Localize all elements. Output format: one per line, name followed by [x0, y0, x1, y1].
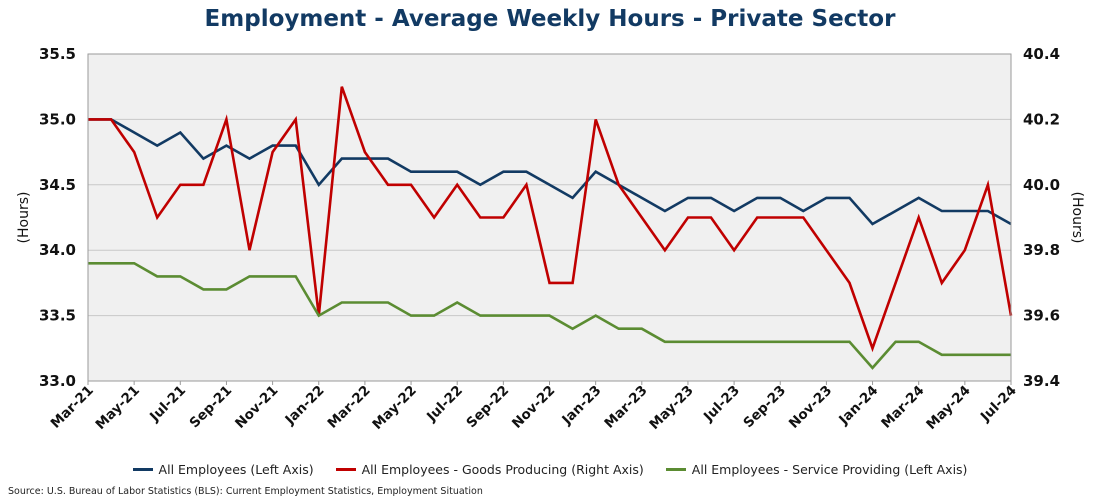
- y-right-tick-label: 40.4: [1023, 45, 1060, 63]
- x-tick-label: Mar-24: [878, 383, 927, 432]
- y-left-tick-label: 33.5: [39, 307, 76, 325]
- legend-item-all-employees: All Employees (Left Axis): [132, 462, 314, 477]
- y-right-tick-label: 40.2: [1023, 110, 1060, 128]
- x-tick-label: May-23: [646, 383, 696, 433]
- legend: All Employees (Left Axis) All Employees …: [0, 462, 1100, 477]
- y-left-tick-label: 33.0: [39, 372, 76, 390]
- y-left-tick-label: 34.5: [39, 176, 76, 194]
- x-tick-label: Jul-22: [423, 383, 466, 426]
- x-tick-label: Mar-23: [601, 383, 650, 432]
- y-left-tick-label: 35.0: [39, 110, 76, 128]
- source-note: Source: U.S. Bureau of Labor Statistics …: [8, 486, 483, 497]
- x-tick-label: Jul-23: [700, 383, 743, 426]
- x-tick-label: Nov-22: [509, 383, 558, 432]
- x-tick-label: May-24: [923, 383, 973, 433]
- plot-area: [88, 54, 1011, 381]
- x-tick-label: Mar-22: [325, 383, 374, 432]
- series-line-all-employees: [88, 118, 1012, 226]
- chart-title: Employment - Average Weekly Hours - Priv…: [204, 6, 896, 32]
- y-right-tick-label: 39.4: [1023, 372, 1060, 390]
- legend-label: All Employees (Left Axis): [158, 462, 314, 477]
- x-tick-label: Nov-23: [786, 383, 835, 432]
- x-tick-label: Jan-24: [835, 383, 881, 429]
- y-axis-left-label: (Hours): [16, 192, 32, 244]
- legend-swatch: [335, 468, 356, 471]
- legend-item-goods-producing: All Employees - Goods Producing (Right A…: [335, 462, 644, 477]
- y-left-tick-label: 34.0: [39, 241, 76, 259]
- y-right-tick-label: 39.8: [1023, 241, 1060, 259]
- y-axis-right: 39.4 39.6 39.8 40.0 40.2 40.4: [1023, 45, 1060, 390]
- y-right-tick-label: 39.6: [1023, 307, 1060, 325]
- series-line-goods-producing: [88, 86, 1013, 353]
- y-axis-left: 33.0 33.5 34.0 34.5 35.0 35.5: [39, 45, 76, 390]
- x-tick-label: May-21: [93, 383, 143, 433]
- legend-label: All Employees - Service Providing (Left …: [691, 462, 968, 477]
- legend-label: All Employees - Goods Producing (Right A…: [361, 462, 644, 477]
- legend-swatch: [665, 468, 686, 471]
- series-line-service-providing: [88, 261, 1011, 370]
- x-tick-label: Sep-23: [740, 383, 789, 432]
- x-tick-label: Jan-23: [558, 383, 604, 429]
- legend-swatch: [132, 468, 153, 471]
- x-tick-label: Nov-21: [232, 383, 281, 432]
- x-tick-label: Sep-22: [463, 383, 512, 432]
- legend-item-service-providing: All Employees - Service Providing (Left …: [665, 462, 968, 477]
- y-right-tick-label: 40.0: [1023, 176, 1060, 194]
- x-tick-label: Sep-21: [187, 383, 236, 432]
- y-left-tick-label: 35.5: [39, 45, 76, 63]
- x-tick-label: Jan-22: [282, 383, 328, 429]
- y-axis-right-label: (Hours): [1069, 192, 1085, 244]
- series-lines: [88, 86, 1013, 370]
- x-tick-label: Jul-24: [977, 383, 1020, 426]
- x-tick-label: Jul-21: [146, 383, 189, 426]
- x-tick-label: May-22: [369, 383, 419, 433]
